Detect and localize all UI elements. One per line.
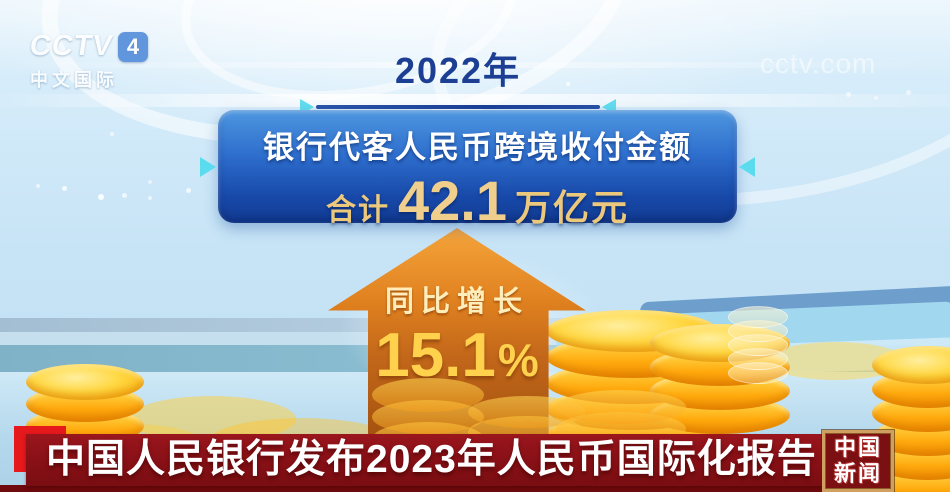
sparkle-dot bbox=[98, 194, 104, 200]
sparkle-dot bbox=[874, 96, 878, 100]
news-bar-bottom-strip bbox=[0, 485, 950, 492]
sparkle-dot bbox=[148, 180, 152, 184]
watermark-text: cctv.com bbox=[760, 48, 877, 79]
news-headline: 中国人民银行发布2023年人民币国际化报告 bbox=[46, 438, 817, 481]
stat-card-title: 银行代客人民币跨境收付金额 bbox=[263, 130, 692, 165]
program-badge-line1: 中国 bbox=[833, 435, 882, 460]
cctv-logo-text: CCTV bbox=[27, 30, 116, 62]
stat-total-unit: 万亿元 bbox=[514, 187, 629, 228]
sparkle-dot bbox=[566, 82, 570, 86]
channel-logo: CCTV 4 中文国际 bbox=[27, 30, 148, 92]
underline-rule bbox=[316, 105, 600, 109]
year-header: 2022年 bbox=[300, 42, 616, 115]
channel-subtitle: 中文国际 bbox=[30, 70, 118, 90]
sparkle-dot bbox=[148, 196, 152, 200]
sparkle-dot bbox=[122, 193, 127, 198]
sparkle-dot bbox=[186, 188, 191, 193]
news-banner: 中国人民银行发布2023年人民币国际化报告 bbox=[26, 434, 900, 486]
light-strip-decoration bbox=[0, 94, 950, 107]
sparkle-dot bbox=[906, 90, 911, 95]
coin bbox=[372, 378, 484, 412]
growth-label: 同比增长 bbox=[384, 286, 529, 318]
sparkle-dot bbox=[110, 132, 114, 136]
sparkle-dot bbox=[36, 184, 40, 188]
light-strip-decoration bbox=[0, 62, 950, 68]
sparkle-dot bbox=[846, 92, 851, 97]
stat-card: 银行代客人民币跨境收付金额 合计 42.1 万亿元 bbox=[200, 110, 755, 232]
stat-total-value: 42.1 bbox=[397, 169, 507, 232]
program-badge-line2: 新闻 bbox=[833, 461, 882, 486]
stat-total-row: 合计 42.1 万亿元 bbox=[326, 168, 629, 233]
program-badge: 中国 新闻 bbox=[822, 430, 894, 492]
coin bbox=[26, 364, 144, 400]
channel-number-badge: 4 bbox=[117, 31, 148, 62]
sparkle-dot bbox=[62, 186, 67, 191]
coin bbox=[728, 306, 788, 328]
card-marker-left-icon bbox=[200, 157, 216, 177]
coin bbox=[556, 390, 686, 424]
year-label: 2022年 bbox=[394, 50, 522, 91]
percent-sign: % bbox=[497, 334, 539, 386]
card-marker-right-icon bbox=[739, 157, 755, 177]
stat-total-prefix: 合计 bbox=[325, 194, 390, 227]
